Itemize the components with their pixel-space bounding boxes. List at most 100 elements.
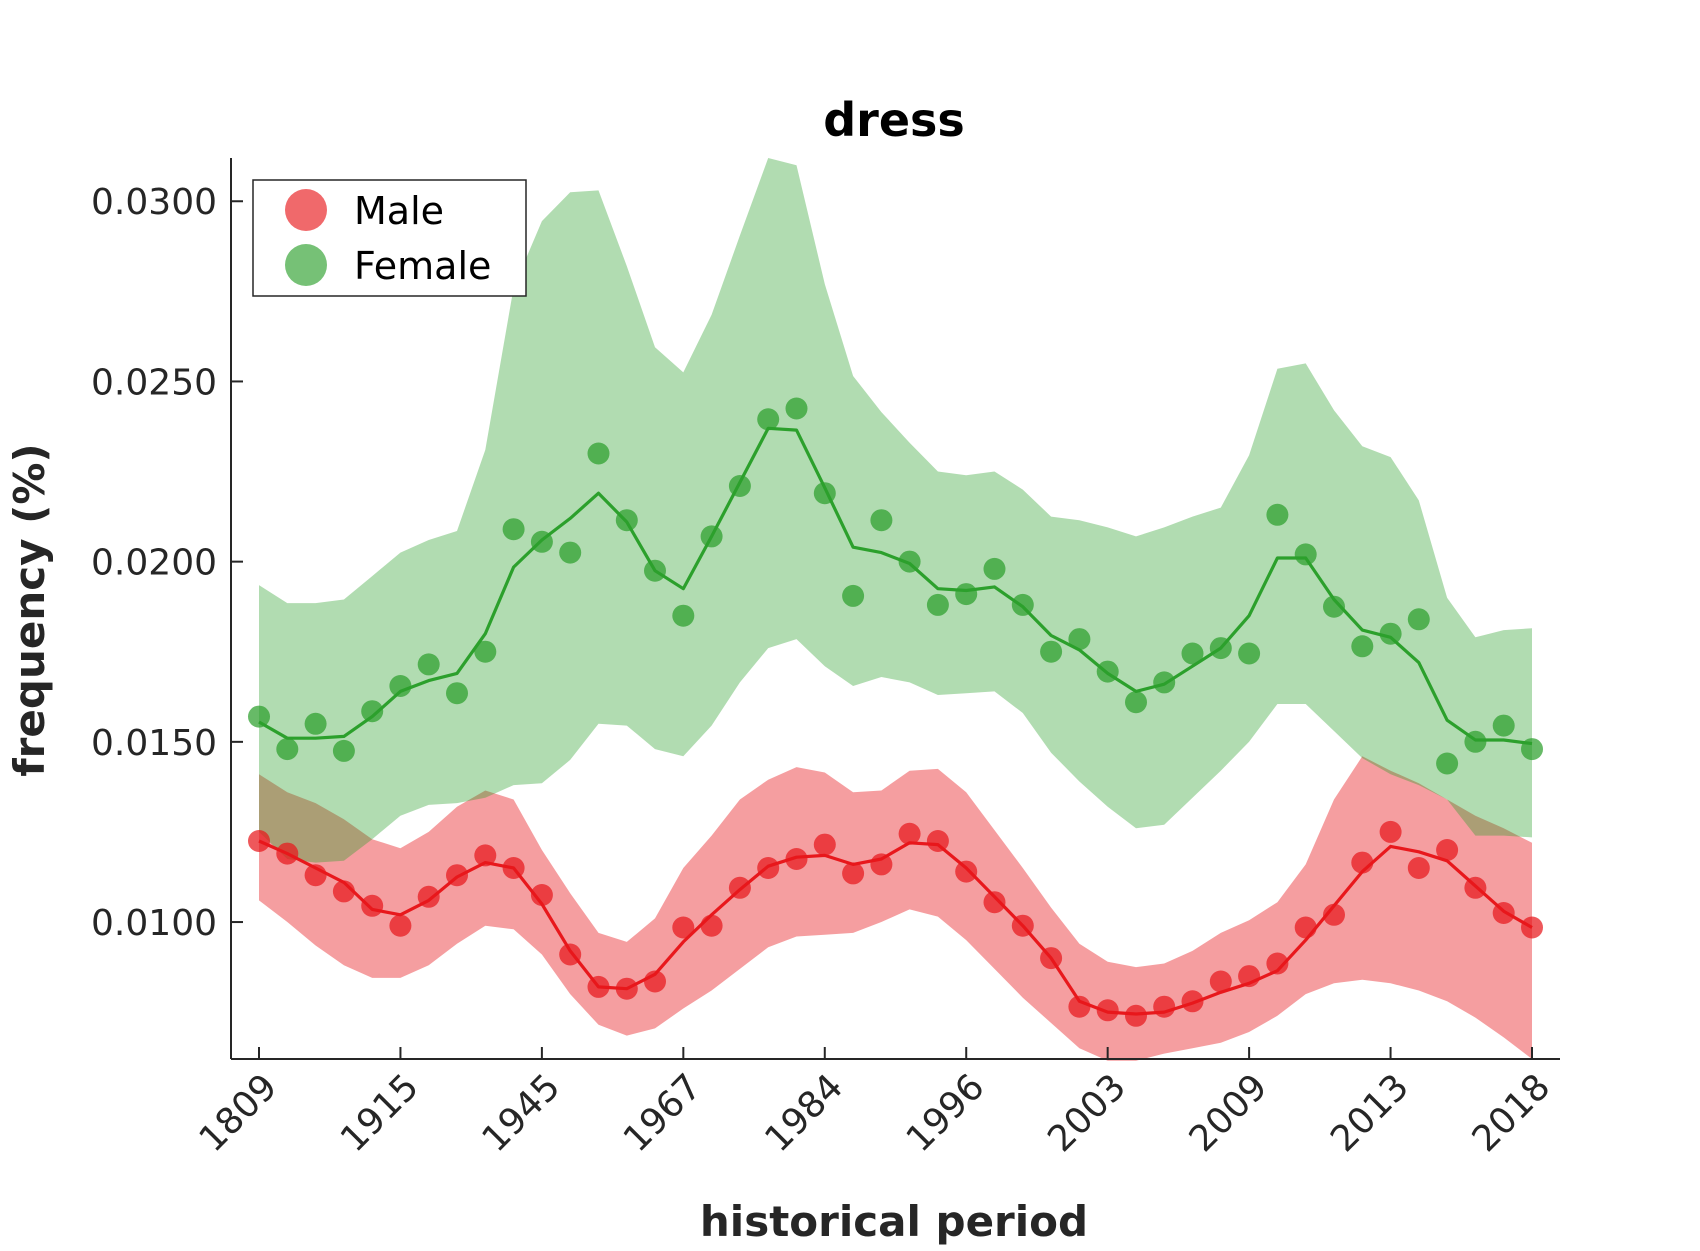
legend: Male Female xyxy=(252,179,527,297)
male-data-point xyxy=(530,884,553,906)
male-data-point xyxy=(757,857,780,879)
male-data-point xyxy=(1521,916,1543,939)
male-data-point xyxy=(304,864,327,887)
male-data-point xyxy=(1323,903,1345,926)
male-data-point xyxy=(983,891,1006,914)
female-confidence-band xyxy=(259,158,1532,863)
series-points xyxy=(248,397,1543,1027)
male-data-point xyxy=(1040,947,1063,970)
female-data-point xyxy=(1153,671,1176,694)
male-data-point xyxy=(842,862,865,885)
male-data-point xyxy=(502,857,525,879)
female-data-point xyxy=(417,653,440,676)
male-data-point xyxy=(644,970,666,993)
male-data-point xyxy=(1436,839,1459,861)
male-trend-line xyxy=(258,839,1533,1016)
male-data-point xyxy=(1153,995,1176,1018)
male-data-point xyxy=(1068,995,1091,1018)
male-data-point xyxy=(870,853,893,876)
female-data-point xyxy=(644,559,666,582)
male-data-point xyxy=(417,885,440,908)
male-data-point xyxy=(898,822,921,845)
male-data-point xyxy=(446,864,468,887)
female-data-point xyxy=(1407,608,1430,631)
female-data-point xyxy=(248,705,270,728)
male-data-point xyxy=(1181,990,1204,1013)
male-data-point xyxy=(332,880,355,903)
female-data-point xyxy=(1040,640,1063,663)
male-data-point xyxy=(1294,916,1317,939)
legend-label-female: Female xyxy=(354,244,491,288)
female-trend-line xyxy=(258,426,1533,746)
female-data-point xyxy=(1096,660,1119,683)
female-data-point xyxy=(1294,543,1317,566)
male-data-point xyxy=(276,842,299,865)
male-data-point xyxy=(1351,851,1374,874)
male-data-point xyxy=(587,975,610,998)
male-data-point xyxy=(700,914,723,937)
female-data-point xyxy=(1266,503,1289,526)
legend-marker-female xyxy=(285,244,327,286)
female-data-point xyxy=(1521,738,1543,761)
male-data-point xyxy=(1125,1004,1147,1027)
male-data-point xyxy=(1238,965,1261,988)
y-tick-label: 0.0200 xyxy=(91,543,217,584)
male-data-point xyxy=(248,830,270,852)
female-data-point xyxy=(1464,730,1487,753)
male-data-point xyxy=(1266,952,1289,975)
y-tick-label: 0.0300 xyxy=(91,182,217,223)
female-data-point xyxy=(1068,628,1091,651)
male-data-point xyxy=(1464,876,1487,899)
female-data-point xyxy=(361,700,384,723)
axes xyxy=(230,158,1560,1060)
male-data-point xyxy=(926,830,949,852)
female-data-point xyxy=(615,509,638,532)
male-data-point xyxy=(728,876,751,899)
male-data-point xyxy=(474,844,497,867)
chart-title: dress xyxy=(823,93,965,147)
female-data-point xyxy=(1238,642,1261,665)
female-data-point xyxy=(1351,635,1374,658)
female-data-point xyxy=(1209,637,1232,660)
male-data-point xyxy=(615,977,638,1000)
male-data-point xyxy=(1096,999,1119,1022)
male-data-point xyxy=(672,916,695,939)
female-data-point xyxy=(389,675,412,697)
male-data-point xyxy=(361,894,384,917)
y-axis-label: frequency (%) xyxy=(5,443,54,776)
female-data-point xyxy=(955,583,978,606)
female-data-point xyxy=(700,525,723,548)
female-data-point xyxy=(983,557,1006,580)
y-tick-label: 0.0150 xyxy=(91,723,217,764)
male-data-point xyxy=(559,943,582,966)
legend-marker-male xyxy=(285,189,327,231)
female-data-point xyxy=(446,682,468,705)
male-data-point xyxy=(1011,914,1034,937)
female-data-point xyxy=(926,593,949,616)
legend-label-male: Male xyxy=(354,189,444,233)
female-data-point xyxy=(304,712,327,735)
female-data-point xyxy=(842,584,865,607)
female-data-point xyxy=(1492,714,1515,737)
female-data-point xyxy=(474,640,497,663)
male-data-point xyxy=(813,833,836,856)
female-data-point xyxy=(1011,593,1034,616)
y-tick-label: 0.0250 xyxy=(91,362,217,403)
female-data-point xyxy=(813,482,836,505)
female-data-point xyxy=(870,509,893,532)
female-data-point xyxy=(276,738,299,761)
x-axis-label: historical period xyxy=(700,1197,1088,1246)
male-data-point xyxy=(389,914,412,937)
female-data-point xyxy=(1125,691,1147,714)
female-data-point xyxy=(757,408,780,431)
female-data-point xyxy=(1181,642,1204,665)
series-lines xyxy=(258,426,1533,1016)
female-data-point xyxy=(1379,622,1402,645)
female-data-point xyxy=(1323,595,1345,618)
female-data-point xyxy=(672,604,695,627)
female-data-point xyxy=(728,475,751,497)
male-data-point xyxy=(955,860,978,883)
y-tick-label: 0.0100 xyxy=(91,903,217,944)
